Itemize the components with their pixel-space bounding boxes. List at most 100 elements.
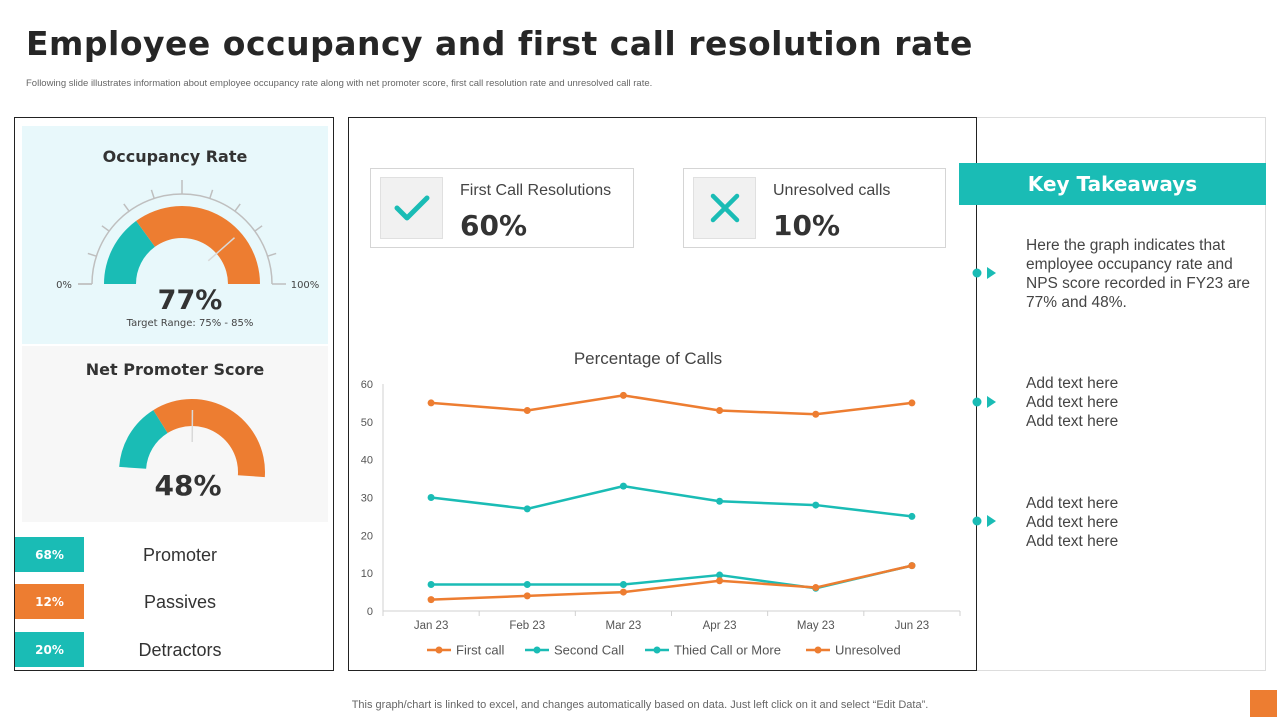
page-title: Employee occupancy and first call resolu…	[26, 24, 973, 63]
first-call-resolution-label: First Call Resolutions	[460, 182, 612, 199]
gauge-tick	[87, 252, 97, 257]
gauge-tick	[209, 189, 214, 199]
series-line	[430, 484, 913, 518]
footer-note: This graph/chart is linked to excel, and…	[351, 699, 929, 711]
y-tick-label: 20	[361, 530, 373, 542]
first-call-resolution-value: 60%	[460, 209, 528, 242]
data-point	[427, 581, 435, 589]
gauge-min-label: 0%	[56, 280, 72, 291]
gauge-max-label: 100%	[291, 280, 320, 291]
corner-accent	[1250, 690, 1277, 717]
legend-label: Second Call	[554, 643, 624, 658]
calls-panel: First Call Resolutions 60% Unresolved ca…	[348, 117, 977, 671]
legend-swatch-dot	[814, 646, 822, 654]
gauge-orange-band	[136, 206, 260, 284]
nps-title: Net Promoter Score	[85, 360, 265, 379]
bullet-arrow-icon	[972, 515, 996, 527]
gauge-tick	[267, 252, 277, 257]
y-tick-label: 60	[361, 379, 373, 391]
data-point	[908, 399, 916, 407]
x-tick-label: Apr 23	[703, 620, 737, 632]
nps-value: 48%	[154, 469, 221, 502]
legend-label: Unresolved	[835, 643, 901, 658]
legend-label: First call	[456, 643, 505, 658]
x-tick-label: Jun 23	[895, 620, 930, 632]
data-point	[427, 399, 435, 407]
legend-label: Thied Call or More	[674, 643, 781, 658]
data-point	[523, 581, 531, 589]
x-tick-label: May 23	[797, 620, 835, 632]
x-tick-label: Mar 23	[606, 620, 642, 632]
data-point	[812, 410, 820, 418]
data-point	[812, 584, 820, 592]
legend-swatch-dot	[533, 646, 541, 654]
passives-badge: 12%	[15, 584, 84, 619]
nps-gauge: 48%	[119, 399, 265, 502]
page-subtitle: Following slide illustrates information …	[26, 78, 653, 89]
data-point	[908, 512, 916, 520]
data-point	[716, 571, 724, 579]
percentage-of-calls-chart: Percentage of Calls 0 10 20 30 40 50 60 Jan 23 Fe…	[361, 349, 961, 658]
nps-gauge-arc-group	[119, 399, 265, 478]
data-point	[523, 505, 531, 513]
gauge-tick	[123, 203, 130, 212]
occupancy-gauge: 0% 100% 77% Target Range: 75% - 85%	[56, 180, 320, 329]
nps-breakdown-promoter: 68% Promoter	[15, 537, 335, 573]
data-point	[619, 588, 627, 596]
gauge-teal-band	[104, 220, 155, 284]
nps-breakdown-detractors: 20% Detractors	[15, 632, 335, 668]
target-range-label: Target Range: 75% - 85%	[126, 318, 254, 329]
first-call-resolution-card: First Call Resolutions 60%	[370, 168, 634, 248]
data-point	[523, 592, 531, 600]
x-tick-label: Feb 23	[509, 620, 545, 632]
gauge-tick	[234, 203, 241, 212]
x-tick-label: Jan 23	[414, 620, 449, 632]
series-second-call	[427, 482, 916, 520]
data-point	[523, 406, 531, 414]
data-point	[716, 406, 724, 414]
passives-label: Passives	[143, 592, 217, 612]
takeaway-text-3: Add text here Add text here Add text her…	[1026, 495, 1119, 550]
y-tick-label: 10	[361, 568, 373, 580]
takeaway-text-1: Here the graph indicates that employee o…	[1026, 237, 1250, 311]
promoter-label: Promoter	[142, 545, 218, 565]
series-line	[430, 394, 913, 416]
legend-swatch-dot	[435, 646, 443, 654]
occupancy-rate-title: Occupancy Rate	[102, 147, 248, 166]
legend-swatch-dot	[653, 646, 661, 654]
y-tick-label: 40	[361, 455, 373, 467]
unresolved-calls-value: 10%	[773, 209, 841, 242]
gauges-panel: Occupancy Rate 0% 100% 77% Target Range: 75…	[14, 117, 334, 671]
series-line	[431, 564, 913, 590]
data-point	[716, 577, 724, 585]
y-tick-label: 0	[367, 606, 373, 618]
nps-needle	[191, 409, 194, 443]
data-point	[427, 494, 435, 501]
check-icon	[380, 177, 443, 239]
data-point	[908, 562, 916, 570]
gauge-needle	[207, 237, 236, 262]
data-point	[619, 581, 627, 589]
bullet-arrow-icon	[972, 396, 996, 408]
nps-orange-band	[153, 399, 265, 478]
bullet-arrow-icon	[972, 267, 996, 279]
occupancy-value: 77%	[158, 285, 223, 316]
series-line	[431, 564, 913, 601]
data-point	[427, 596, 435, 604]
y-tick-label: 30	[361, 493, 373, 505]
close-icon	[693, 177, 756, 239]
nps-breakdown-passives: 12% Passives	[15, 584, 335, 620]
series-unresolved	[427, 562, 916, 604]
unresolved-calls-card: Unresolved calls 10%	[683, 168, 946, 248]
data-point	[619, 482, 627, 490]
gauge-tick	[101, 225, 110, 232]
detractors-badge: 20%	[15, 632, 84, 667]
net-promoter-score-card: Net Promoter Score 48%	[22, 346, 328, 522]
takeaways-panel	[977, 117, 1266, 671]
detractors-label: Detractors	[138, 640, 222, 660]
gauge-tick	[150, 189, 155, 199]
nps-teal-band	[119, 410, 168, 469]
gauge-tick	[254, 225, 263, 232]
data-point	[716, 497, 724, 505]
promoter-badge: 68%	[15, 537, 84, 572]
